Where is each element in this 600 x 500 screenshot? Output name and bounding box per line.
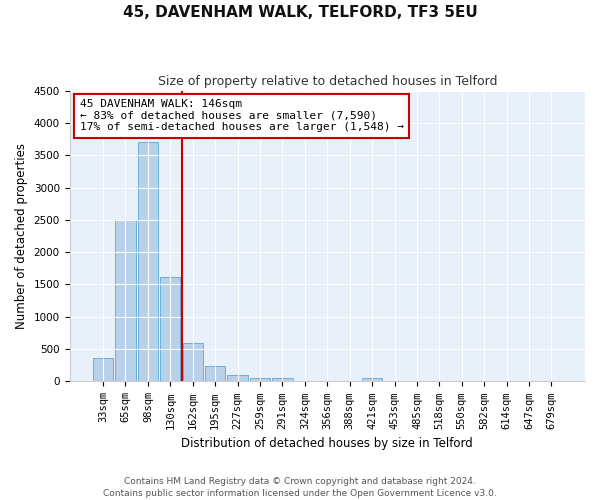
Bar [138, 142, 158, 382]
Title: Size of property relative to detached houses in Telford: Size of property relative to detached ho… [158, 75, 497, 88]
Text: 45 DAVENHAM WALK: 146sqm
← 83% of detached houses are smaller (7,590)
17% of sem: 45 DAVENHAM WALK: 146sqm ← 83% of detach… [80, 100, 404, 132]
Bar [160, 276, 181, 382]
Bar [93, 358, 113, 382]
Y-axis label: Number of detached properties: Number of detached properties [15, 143, 28, 329]
Text: Contains HM Land Registry data © Crown copyright and database right 2024.
Contai: Contains HM Land Registry data © Crown c… [103, 476, 497, 498]
Bar [182, 342, 203, 382]
Bar [250, 378, 270, 382]
Text: 45, DAVENHAM WALK, TELFORD, TF3 5EU: 45, DAVENHAM WALK, TELFORD, TF3 5EU [122, 5, 478, 20]
Bar [205, 366, 225, 382]
Bar [227, 375, 248, 382]
X-axis label: Distribution of detached houses by size in Telford: Distribution of detached houses by size … [181, 437, 473, 450]
Bar [115, 220, 136, 382]
Bar [272, 378, 293, 382]
Bar [362, 378, 382, 382]
